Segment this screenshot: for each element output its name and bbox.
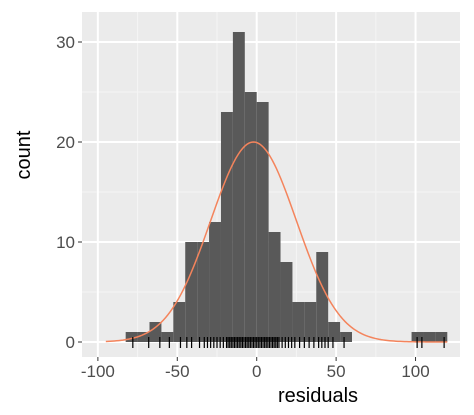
histogram-bars: [125, 32, 448, 342]
histogram-bar: [161, 332, 174, 342]
histogram-bar: [220, 112, 233, 342]
x-axis: -100 -50 0 50 100: [81, 357, 430, 381]
x-tick-label: 100: [401, 362, 429, 381]
histogram-bar: [244, 92, 257, 342]
histogram-bar: [316, 252, 329, 342]
histogram-bar: [292, 302, 305, 342]
histogram-bar: [173, 302, 186, 342]
histogram-bar: [197, 242, 210, 342]
rug-marks: [132, 337, 445, 348]
histogram-bar: [256, 102, 269, 342]
y-axis-title: count: [13, 130, 35, 179]
histogram-bar: [137, 332, 150, 342]
histogram-bar: [423, 332, 436, 342]
x-tick-label: -100: [81, 362, 115, 381]
histogram-bar: [209, 222, 221, 342]
normal-density-curve: [105, 141, 448, 343]
histogram-bar: [328, 322, 341, 342]
histogram-bar: [280, 262, 293, 342]
histogram-bar: [149, 322, 162, 342]
histogram-bar: [304, 302, 317, 342]
histogram-bar: [125, 332, 138, 342]
x-tick-label: 50: [327, 362, 346, 381]
x-axis-title: residuals: [278, 385, 358, 407]
histogram-bar: [185, 242, 198, 342]
x-tick-label: 0: [252, 362, 261, 381]
histogram-bar: [340, 332, 352, 342]
y-tick-label: 30: [56, 33, 75, 52]
y-tick-label: 0: [66, 333, 75, 352]
y-tick-label: 20: [56, 133, 75, 152]
histogram-bar: [435, 332, 448, 342]
y-tick-label: 10: [56, 233, 75, 252]
x-tick-label: -50: [165, 362, 190, 381]
histogram-bar: [232, 32, 245, 342]
histogram-bar: [268, 232, 281, 342]
y-axis: 0 10 20 30: [56, 33, 82, 352]
